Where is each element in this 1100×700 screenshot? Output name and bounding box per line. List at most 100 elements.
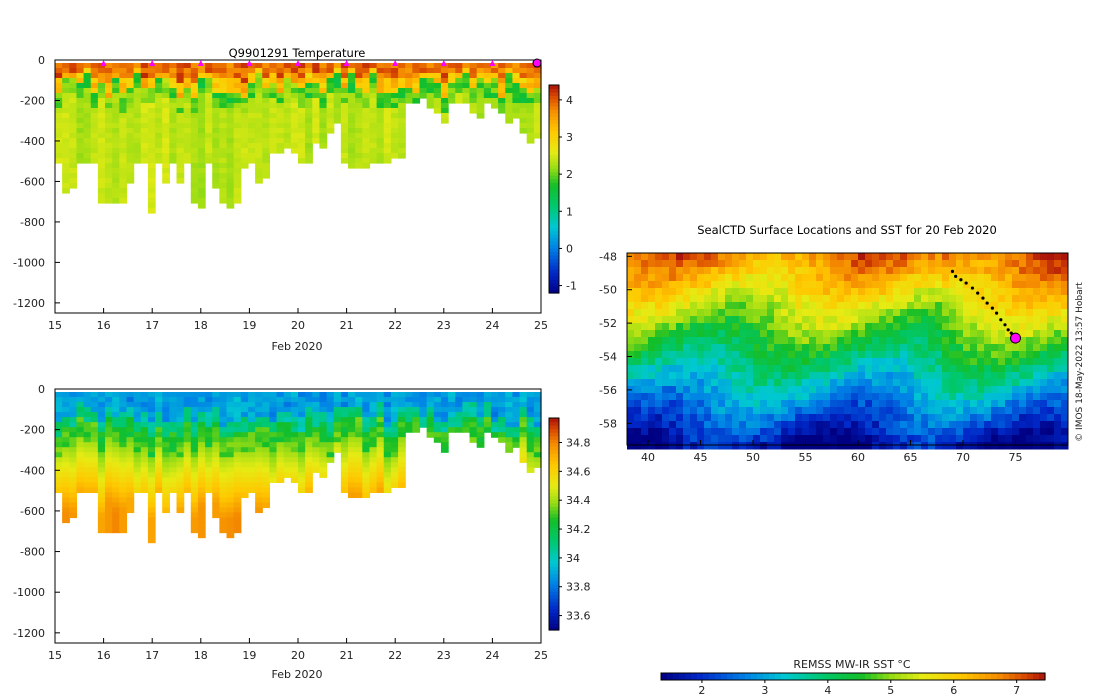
sst-cell <box>760 316 768 324</box>
section-cell <box>383 482 392 488</box>
section-cell <box>169 402 178 408</box>
sst-cell <box>1047 428 1055 436</box>
sst-cell <box>711 358 719 366</box>
section-cell <box>62 183 70 189</box>
section-cell <box>76 427 85 433</box>
sst-cell <box>718 253 726 261</box>
section-cell <box>376 108 385 114</box>
section-cell <box>469 68 478 74</box>
sst-cell <box>893 386 901 394</box>
section-cell <box>169 412 178 418</box>
section-cell <box>340 432 349 438</box>
section-cell <box>76 153 85 159</box>
section-cell <box>383 392 392 398</box>
sst-cell <box>977 281 985 289</box>
section-cell <box>262 63 271 69</box>
colorbar-swatch <box>673 673 680 680</box>
section-cell <box>119 118 128 124</box>
section-cell <box>119 447 128 453</box>
sst-cell <box>844 344 852 352</box>
sst-cell <box>949 386 957 394</box>
section-cell <box>133 108 142 114</box>
sst-cell <box>774 428 782 436</box>
sst-cell <box>949 302 957 310</box>
section-cell <box>69 138 78 144</box>
section-cell <box>176 427 185 433</box>
section-cell <box>348 392 356 398</box>
sst-cell <box>725 274 733 282</box>
section-cell <box>147 502 156 509</box>
colorbar-swatch <box>661 673 668 680</box>
section-cell <box>333 113 342 119</box>
section-cell <box>133 437 142 443</box>
section-cell <box>255 462 263 468</box>
sst-cell <box>1019 316 1027 324</box>
section-cell <box>298 407 306 413</box>
sst-cell <box>837 253 845 261</box>
sst-cell <box>1005 358 1013 366</box>
section-cell <box>298 487 306 493</box>
sst-cell <box>935 421 943 429</box>
sst-cell <box>1026 253 1034 261</box>
sst-cell <box>991 288 999 296</box>
section-cell <box>398 392 406 398</box>
section-cell <box>133 442 142 448</box>
section-cell <box>112 447 120 453</box>
section-cell <box>119 163 128 169</box>
colorbar-tick-label: 34.4 <box>566 494 591 507</box>
sst-cell <box>690 330 698 338</box>
colorbar-swatch <box>549 195 559 200</box>
section-cell <box>269 397 278 403</box>
section-cell <box>119 168 128 174</box>
section-cell <box>112 123 120 129</box>
sst-cell <box>1026 309 1034 317</box>
section-cell <box>340 472 349 478</box>
colorbar-tick-label: 5 <box>887 684 894 697</box>
section-cell <box>262 138 271 144</box>
sst-cell <box>767 435 775 443</box>
sst-cell <box>907 267 915 275</box>
sst-cell <box>830 372 838 380</box>
section-cell <box>426 422 435 428</box>
sst-cell <box>1047 344 1055 352</box>
section-cell <box>498 73 506 79</box>
section-cell <box>112 173 120 179</box>
sst-cell <box>942 267 950 275</box>
section-cell <box>348 487 356 493</box>
sst-cell <box>774 260 782 268</box>
section-cell <box>119 103 128 109</box>
section-cell <box>376 482 385 488</box>
sst-cell <box>774 386 782 394</box>
sst-cell <box>739 344 747 352</box>
sst-cell <box>767 309 775 317</box>
section-cell <box>390 462 399 468</box>
section-cell <box>190 402 199 408</box>
sst-cell <box>949 337 957 345</box>
sst-cell <box>802 351 810 359</box>
sst-cell <box>774 281 782 289</box>
sst-cell <box>851 309 859 317</box>
section-cell <box>276 138 285 144</box>
sst-cell <box>662 428 670 436</box>
section-cell <box>76 93 85 99</box>
sst-cell <box>809 351 817 359</box>
section-cell <box>55 462 63 468</box>
section-cell <box>312 417 321 423</box>
section-cell <box>355 437 363 443</box>
sst-cell <box>998 281 1006 289</box>
sst-cell <box>662 302 670 310</box>
section-cell <box>298 73 306 79</box>
section-cell <box>298 472 306 478</box>
section-cell <box>176 88 185 94</box>
section-cell <box>476 63 485 69</box>
section-cell <box>298 427 306 433</box>
section-cell <box>90 73 99 79</box>
sst-cell <box>823 379 831 387</box>
section-cell <box>105 143 113 149</box>
sst-cell <box>837 435 845 443</box>
sst-cell <box>732 386 740 394</box>
sst-cell <box>767 281 775 289</box>
sst-cell <box>942 288 950 296</box>
sst-cell <box>1019 295 1027 303</box>
track-point <box>954 274 958 278</box>
